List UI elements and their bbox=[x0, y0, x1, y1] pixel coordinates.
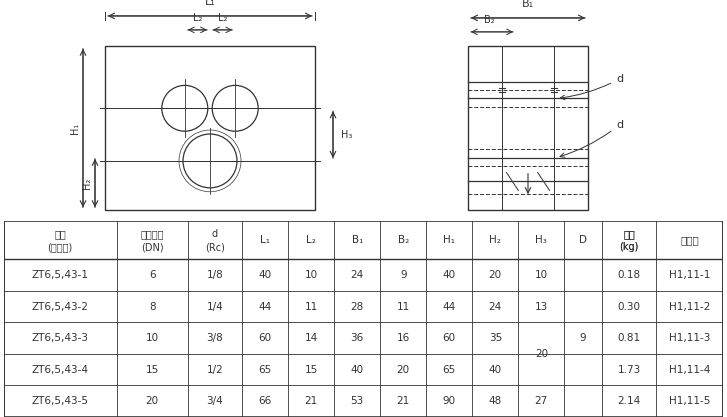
Text: 9: 9 bbox=[580, 333, 587, 343]
Text: 90: 90 bbox=[443, 396, 456, 406]
Text: H1,11-2: H1,11-2 bbox=[669, 301, 710, 311]
Text: 0.18: 0.18 bbox=[618, 270, 640, 280]
Text: 0.30: 0.30 bbox=[618, 301, 640, 311]
Text: 40: 40 bbox=[259, 270, 272, 280]
Text: (Rc): (Rc) bbox=[205, 242, 225, 252]
Text: 10: 10 bbox=[535, 270, 548, 280]
Text: 13: 13 bbox=[535, 301, 548, 311]
Text: 1/2: 1/2 bbox=[206, 364, 223, 374]
Text: 0.81: 0.81 bbox=[618, 333, 640, 343]
Text: (kg): (kg) bbox=[619, 242, 639, 252]
Text: 65: 65 bbox=[443, 364, 456, 374]
Text: (kg): (kg) bbox=[619, 242, 639, 252]
Text: B₁: B₁ bbox=[352, 235, 363, 245]
Text: 40: 40 bbox=[443, 270, 456, 280]
Text: 40: 40 bbox=[489, 364, 502, 374]
Text: 对应号: 对应号 bbox=[680, 235, 699, 245]
Text: 1/4: 1/4 bbox=[206, 301, 223, 311]
Text: d: d bbox=[561, 74, 623, 100]
Text: H₃: H₃ bbox=[341, 130, 353, 140]
Text: 20: 20 bbox=[489, 270, 502, 280]
Text: B₂: B₂ bbox=[398, 235, 409, 245]
Text: 15: 15 bbox=[305, 364, 318, 374]
Text: 24: 24 bbox=[350, 270, 364, 280]
Text: 16: 16 bbox=[397, 333, 410, 343]
Text: 20: 20 bbox=[145, 396, 158, 406]
Text: H1,11-4: H1,11-4 bbox=[669, 364, 710, 374]
Text: 65: 65 bbox=[259, 364, 272, 374]
Text: 3/4: 3/4 bbox=[206, 396, 223, 406]
Text: ZT6,5,43-1: ZT6,5,43-1 bbox=[32, 270, 89, 280]
Text: 11: 11 bbox=[397, 301, 410, 311]
Text: 60: 60 bbox=[259, 333, 272, 343]
Text: 36: 36 bbox=[350, 333, 364, 343]
Text: 28: 28 bbox=[350, 301, 364, 311]
Text: 10: 10 bbox=[145, 333, 158, 343]
Text: 公称通径: 公称通径 bbox=[140, 229, 164, 239]
Text: 48: 48 bbox=[489, 396, 502, 406]
Text: 9: 9 bbox=[400, 270, 406, 280]
Text: d: d bbox=[212, 229, 218, 239]
Text: ZT6,5,43-3: ZT6,5,43-3 bbox=[32, 333, 89, 343]
Text: 40: 40 bbox=[350, 364, 364, 374]
Text: 21: 21 bbox=[397, 396, 410, 406]
Text: 53: 53 bbox=[350, 396, 364, 406]
Text: 66: 66 bbox=[259, 396, 272, 406]
Text: H₁: H₁ bbox=[443, 235, 455, 245]
Text: ZT6,5,43-5: ZT6,5,43-5 bbox=[32, 396, 89, 406]
Text: (订货号): (订货号) bbox=[47, 242, 73, 252]
Text: 20: 20 bbox=[397, 364, 410, 374]
Text: L₂: L₂ bbox=[306, 235, 316, 245]
Text: 24: 24 bbox=[489, 301, 502, 311]
Bar bbox=[468, 46, 588, 210]
Text: 60: 60 bbox=[443, 333, 456, 343]
Text: 27: 27 bbox=[535, 396, 548, 406]
Text: (DN): (DN) bbox=[141, 242, 164, 252]
Text: 重量: 重量 bbox=[623, 229, 635, 239]
Text: 1.73: 1.73 bbox=[618, 364, 640, 374]
Text: H₃: H₃ bbox=[535, 235, 547, 245]
Text: H₂: H₂ bbox=[82, 178, 92, 189]
Text: 15: 15 bbox=[145, 364, 158, 374]
Text: 代号: 代号 bbox=[55, 229, 66, 239]
Text: H1,11-3: H1,11-3 bbox=[669, 333, 710, 343]
Text: H1,11-1: H1,11-1 bbox=[669, 270, 710, 280]
Text: 35: 35 bbox=[489, 333, 502, 343]
Text: 6: 6 bbox=[149, 270, 156, 280]
Text: 44: 44 bbox=[443, 301, 456, 311]
Text: 21: 21 bbox=[305, 396, 318, 406]
Bar bbox=[105, 46, 315, 210]
Text: D: D bbox=[579, 235, 587, 245]
Text: L₂: L₂ bbox=[193, 13, 202, 23]
Text: 10: 10 bbox=[305, 270, 318, 280]
Text: 重量: 重量 bbox=[623, 229, 635, 239]
Text: ZT6,5,43-4: ZT6,5,43-4 bbox=[32, 364, 89, 374]
Text: 2.14: 2.14 bbox=[618, 396, 640, 406]
Text: B₁: B₁ bbox=[522, 0, 534, 9]
Text: d: d bbox=[560, 120, 623, 157]
Text: 1/8: 1/8 bbox=[206, 270, 223, 280]
Text: 14: 14 bbox=[305, 333, 318, 343]
Text: 3/8: 3/8 bbox=[206, 333, 223, 343]
Text: 20: 20 bbox=[535, 349, 548, 359]
Text: L₁: L₁ bbox=[204, 0, 215, 7]
Text: 44: 44 bbox=[259, 301, 272, 311]
Text: L₁: L₁ bbox=[260, 235, 270, 245]
Text: H₂: H₂ bbox=[489, 235, 501, 245]
Text: H1,11-5: H1,11-5 bbox=[669, 396, 710, 406]
Text: ZT6,5,43-2: ZT6,5,43-2 bbox=[32, 301, 89, 311]
Text: H₁: H₁ bbox=[70, 123, 80, 134]
Text: B₂: B₂ bbox=[484, 15, 495, 25]
Text: 8: 8 bbox=[149, 301, 156, 311]
Text: 11: 11 bbox=[305, 301, 318, 311]
Text: L₂: L₂ bbox=[218, 13, 228, 23]
